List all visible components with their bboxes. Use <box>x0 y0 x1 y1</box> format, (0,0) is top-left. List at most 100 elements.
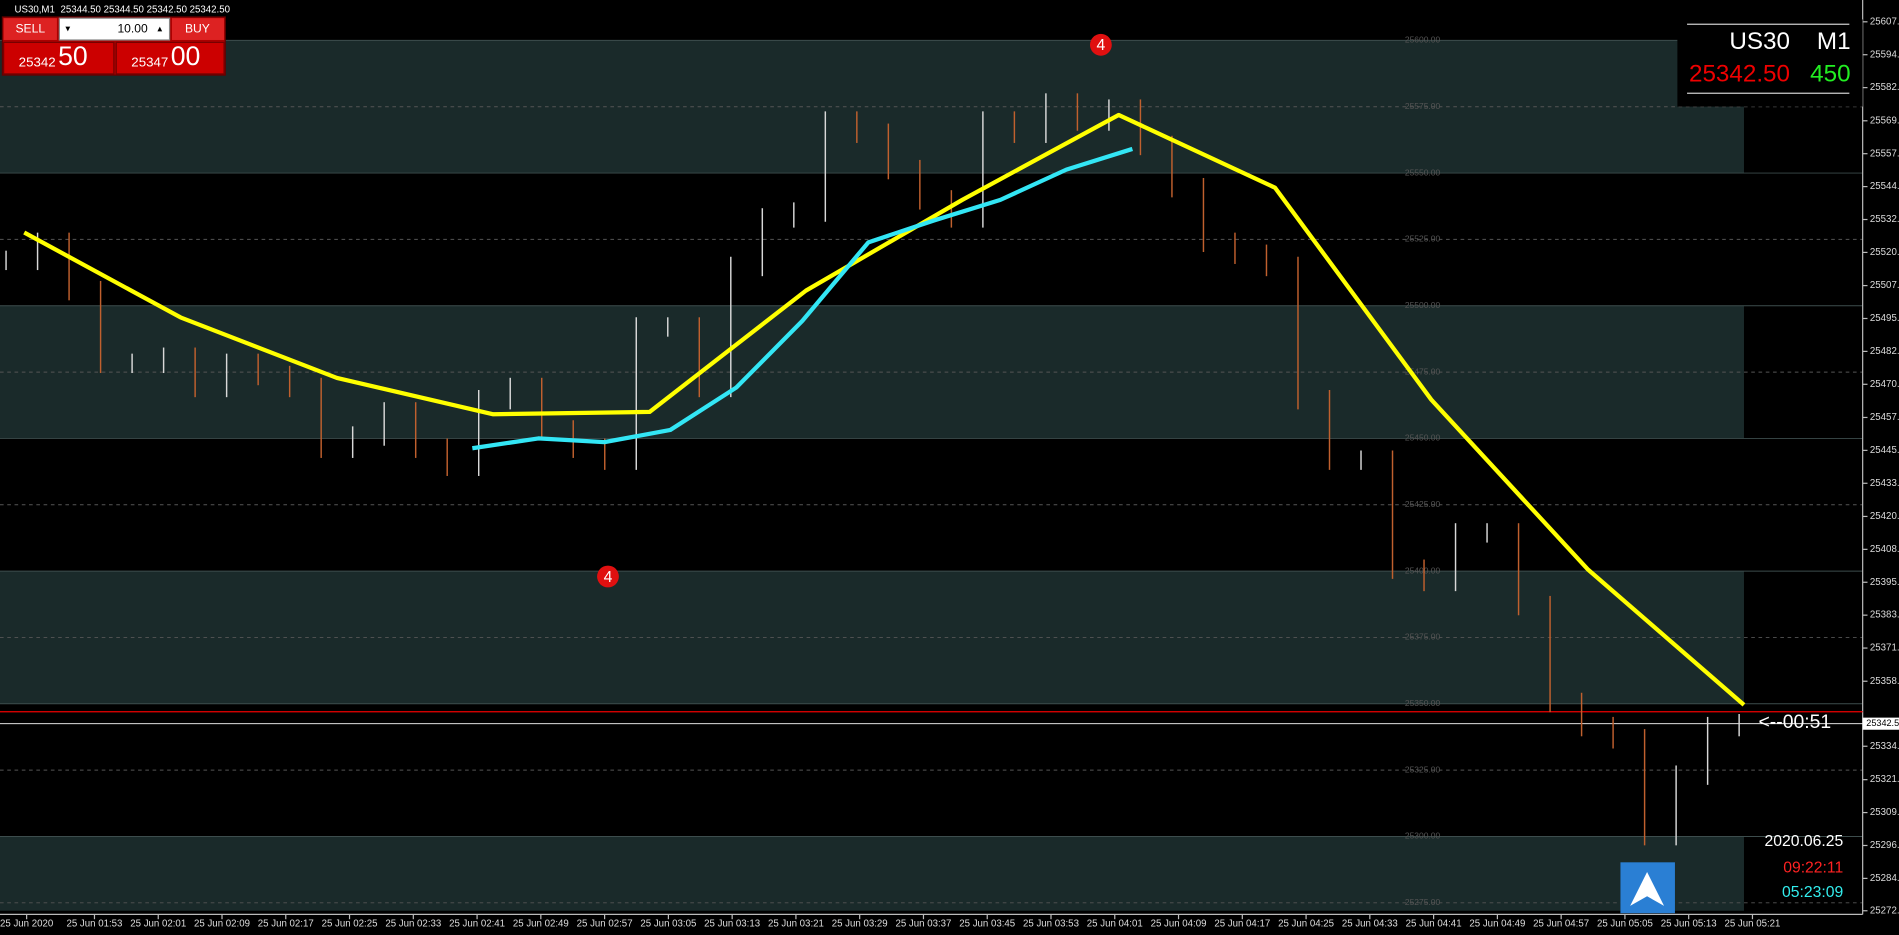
info-box: US30 M1 25342.50 450 <box>1677 19 1863 107</box>
x-tick-label: 25 Jun 2020 <box>0 919 53 930</box>
level-label: 25325.00 <box>1405 764 1441 774</box>
x-tick-label: 25 Jun 03:29 <box>832 919 888 930</box>
buy-button[interactable] <box>171 18 225 40</box>
x-tick-label: 25 Jun 02:41 <box>449 919 505 930</box>
ask-small: 00 <box>171 41 201 71</box>
buy-label: BUY <box>185 21 210 35</box>
bar-countdown: <--00:51 <box>1759 711 1832 733</box>
level-band <box>0 836 1744 911</box>
sell-label: SELL <box>15 21 45 35</box>
y-tick-label: 25358.5 <box>1870 676 1899 687</box>
y-tick-label: 25334.0 <box>1870 741 1899 752</box>
signal-marker <box>597 565 619 588</box>
x-tick-label: 25 Jun 02:17 <box>258 919 314 930</box>
y-tick-label: 25544.9 <box>1870 181 1899 192</box>
y-tick-label: 25569.7 <box>1870 115 1899 126</box>
y-tick-label: 25470.4 <box>1870 379 1899 390</box>
signal-marker <box>1089 33 1112 56</box>
level-label: 25425.00 <box>1405 499 1441 509</box>
date: 2020.06.25 <box>1765 833 1844 850</box>
info-bg <box>1677 19 1863 107</box>
x-tick-label: 25 Jun 01:53 <box>66 919 122 930</box>
level-label: 25525.00 <box>1405 234 1441 244</box>
x-tick-label: 25 Jun 04:33 <box>1342 919 1398 930</box>
level-label: 25450.00 <box>1405 433 1441 443</box>
local-time: 05:23:09 <box>1782 884 1843 901</box>
bid-small: 50 <box>58 41 88 71</box>
ask-box[interactable] <box>115 41 225 75</box>
ask-big: 25347 <box>131 55 168 70</box>
x-tick-label: 25 Jun 03:53 <box>1023 919 1079 930</box>
volume-down[interactable]: ▾ <box>65 24 70 35</box>
x-tick-label: 25 Jun 05:21 <box>1724 919 1780 930</box>
signal-label: 4 <box>1097 37 1106 54</box>
level-label: 25550.00 <box>1405 167 1441 177</box>
level-label: 25600.00 <box>1405 35 1441 45</box>
y-tick-label: 25445.5 <box>1870 445 1899 456</box>
ma-fast <box>472 146 1134 451</box>
x-tick-label: 25 Jun 05:13 <box>1661 919 1717 930</box>
y-tick-label: 25433.1 <box>1870 478 1899 489</box>
symbol-line: US30,M1 <box>15 4 55 15</box>
y-tick-label: 25457.9 <box>1870 412 1899 423</box>
x-tick-label: 25 Jun 02:09 <box>194 919 250 930</box>
level-label: 25350.00 <box>1405 698 1441 708</box>
volume-up[interactable]: ▴ <box>157 24 162 35</box>
price-tag-bg <box>1862 717 1899 730</box>
y-tick-label: 25284.2 <box>1870 873 1899 884</box>
y-tick-label: 25321.4 <box>1870 774 1899 785</box>
signal-label: 4 <box>604 569 613 586</box>
y-tick-label: 25395.8 <box>1870 577 1899 588</box>
level-label: 25400.00 <box>1405 565 1441 575</box>
x-tick-label: 25 Jun 04:25 <box>1278 919 1334 930</box>
plot-area: 25600.00 25575.00 25550.00 25525.00 25500.00… <box>0 35 1863 911</box>
y-tick-label: 25557.3 <box>1870 148 1899 159</box>
volume-value: 10.00 <box>117 21 148 35</box>
x-tick-label: 25 Jun 04:09 <box>1151 919 1207 930</box>
x-tick-label: 25 Jun 05:05 <box>1597 919 1653 930</box>
x-tick-label: 25 Jun 02:57 <box>577 919 633 930</box>
y-tick-label: 25520.1 <box>1870 247 1899 258</box>
x-tick-label: 25 Jun 04:01 <box>1087 919 1143 930</box>
y-tick-label: 25532.5 <box>1870 214 1899 225</box>
x-tick-label: 25 Jun 03:45 <box>959 919 1015 930</box>
info-price: 25342.50 <box>1689 60 1790 87</box>
x-tick-label: 25 Jun 02:01 <box>130 919 186 930</box>
y-tick-label: 25408.2 <box>1870 544 1899 555</box>
x-tick-label: 25 Jun 03:13 <box>704 919 760 930</box>
y-tick-label: 25296.6 <box>1870 840 1899 851</box>
logo-mark <box>1630 872 1665 906</box>
y-tick-label: 25582.2 <box>1870 82 1899 93</box>
level-label: 25375.00 <box>1405 632 1441 642</box>
price-tag: 25342.5 <box>1866 718 1899 728</box>
y-tick-label: 25420.6 <box>1870 511 1899 522</box>
info-spread: 450 <box>1810 60 1850 87</box>
volume-field[interactable] <box>58 17 171 41</box>
level-label: 25300.00 <box>1405 831 1441 841</box>
trade-panel: SELL ▾ 10.00 ▴ BUY 25342 50 25347 00 <box>1 16 226 76</box>
level-label: 25275.00 <box>1405 897 1441 907</box>
y-tick-label: 25383.4 <box>1870 610 1899 621</box>
level-label: 25475.00 <box>1405 366 1441 376</box>
y-tick-label: 25495.2 <box>1870 313 1899 324</box>
logo <box>1620 862 1675 914</box>
ma-slow <box>23 112 1746 707</box>
x-tick-label: 25 Jun 03:21 <box>768 919 824 930</box>
bid-box[interactable] <box>3 41 115 75</box>
x-tick-label: 25 Jun 04:41 <box>1406 919 1462 930</box>
y-tick-label: 25607.0 <box>1870 16 1899 27</box>
y-tick-label: 25482.8 <box>1870 346 1899 357</box>
x-tick-label: 25 Jun 04:49 <box>1469 919 1525 930</box>
x-tick-label: 25 Jun 03:05 <box>640 919 696 930</box>
sell-button[interactable] <box>3 18 57 40</box>
info-timeframe: M1 <box>1817 28 1851 55</box>
y-tick-label: 25507.6 <box>1870 280 1899 291</box>
level-label: 25575.00 <box>1405 101 1441 111</box>
y-tick-label: 25309.0 <box>1870 807 1899 818</box>
y-tick-label: 25371.0 <box>1870 643 1899 654</box>
server-time: 09:22:11 <box>1783 860 1843 877</box>
x-tick-label: 25 Jun 02:25 <box>322 919 378 930</box>
y-tick-label: 25594.6 <box>1870 49 1899 60</box>
